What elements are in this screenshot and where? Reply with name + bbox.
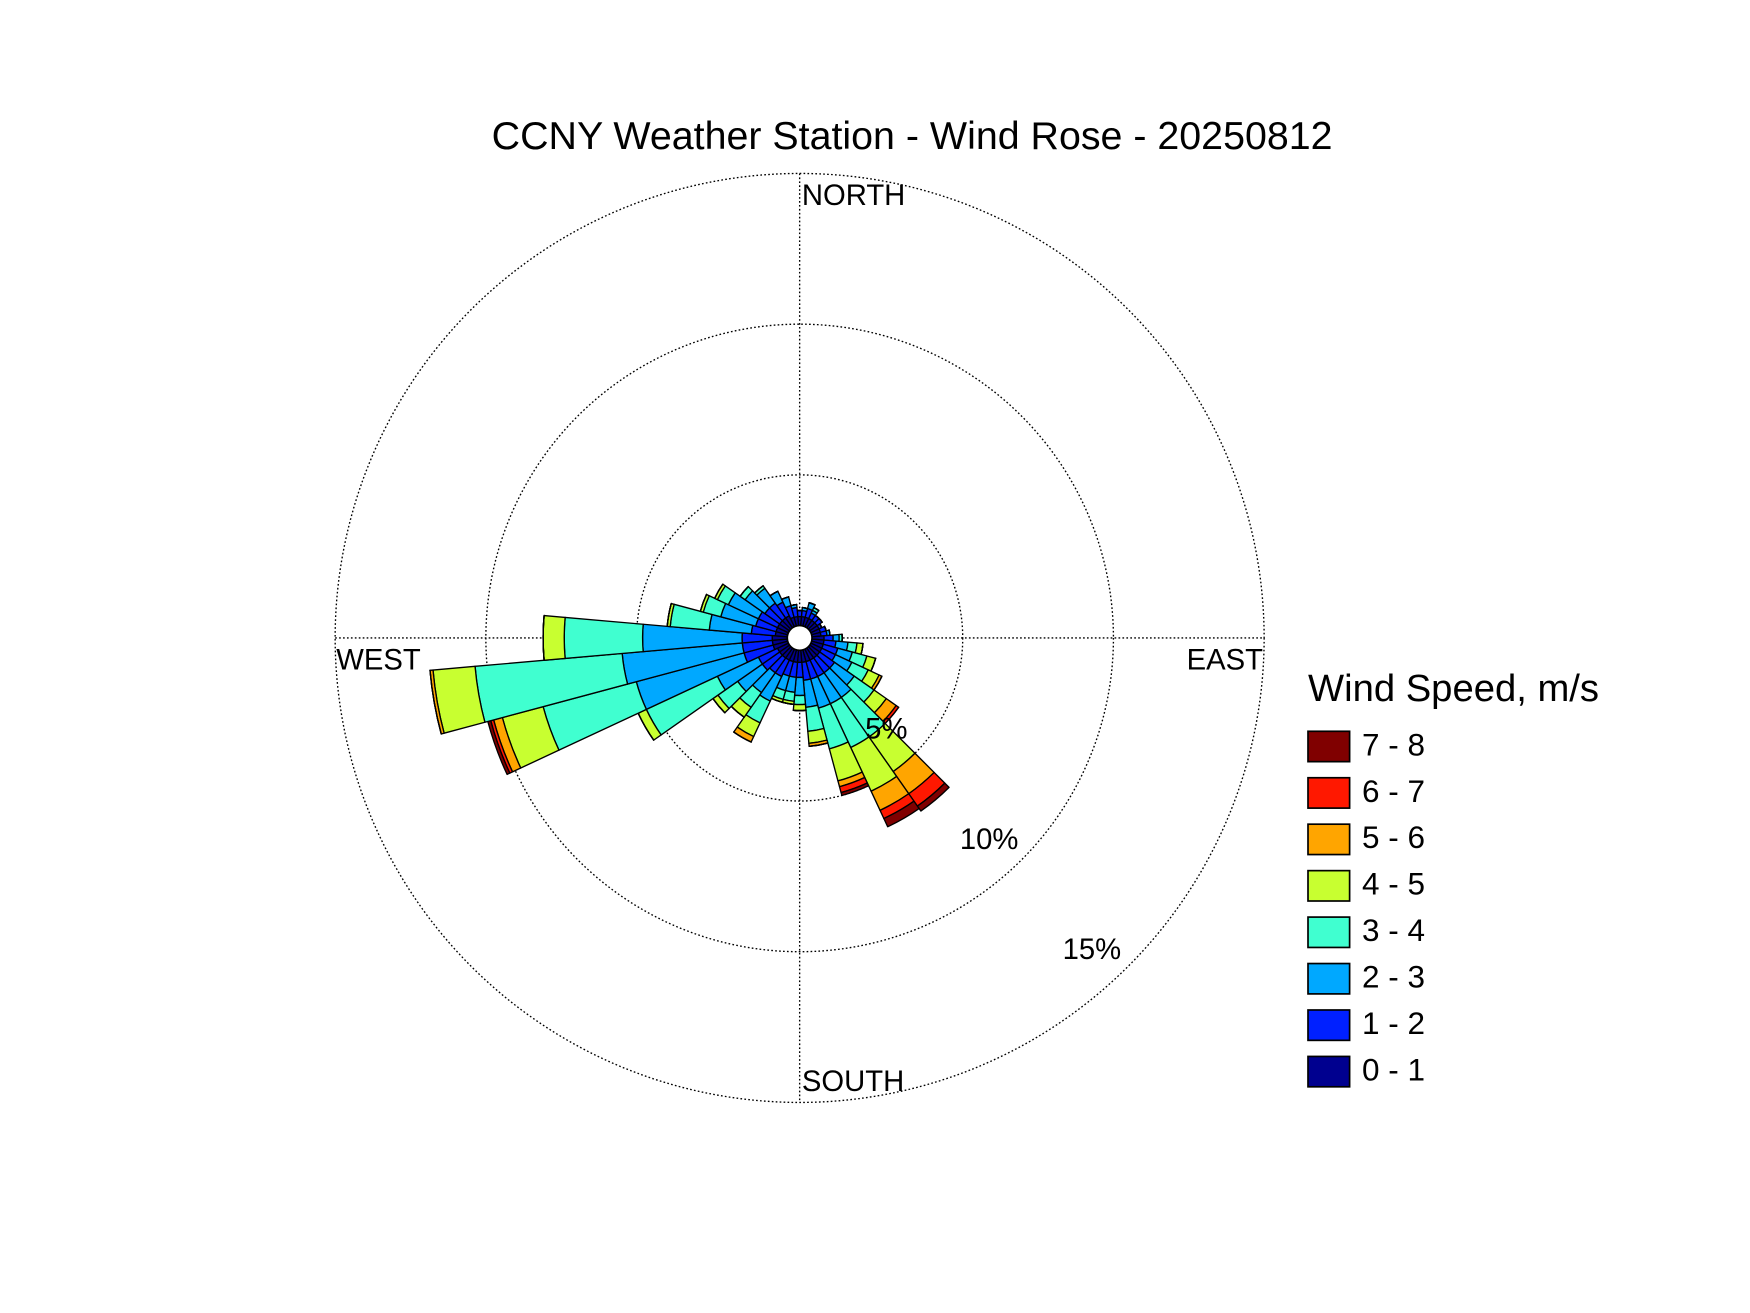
legend-swatch bbox=[1307, 916, 1351, 949]
wedge bbox=[542, 614, 545, 661]
wedge bbox=[793, 694, 807, 706]
legend-title: Wind Speed, m/s bbox=[1308, 667, 1599, 710]
wedge bbox=[733, 731, 752, 743]
legend-swatch bbox=[1307, 1055, 1351, 1088]
labels: 5% 10% 15% NORTH SOUTH WEST EAST bbox=[336, 180, 1263, 1098]
wedge bbox=[792, 703, 807, 712]
chart-title: CCNY Weather Station - Wind Rose - 20250… bbox=[492, 114, 1333, 158]
wedge bbox=[753, 585, 764, 594]
legend-label: 3 - 4 bbox=[1362, 912, 1425, 948]
grid-ring bbox=[334, 172, 1265, 1104]
legend-label: 7 - 8 bbox=[1362, 726, 1425, 762]
wedge bbox=[840, 782, 870, 797]
legend-swatch bbox=[1307, 1009, 1351, 1042]
wedge bbox=[813, 606, 820, 612]
wedge bbox=[808, 602, 816, 606]
ring-label: 5% bbox=[865, 714, 907, 746]
legend-swatch bbox=[1307, 776, 1351, 809]
legend-swatch bbox=[1307, 730, 1351, 763]
wedge bbox=[808, 742, 829, 748]
north-label: NORTH bbox=[802, 180, 905, 212]
wedge bbox=[769, 590, 779, 597]
east-label: EAST bbox=[1187, 644, 1263, 676]
wedge bbox=[699, 593, 708, 613]
legend-swatch bbox=[1307, 823, 1351, 856]
wedge bbox=[666, 602, 672, 628]
wedge bbox=[781, 596, 790, 601]
south-label: SOUTH bbox=[802, 1066, 904, 1098]
legend-swatch bbox=[1307, 962, 1351, 995]
legend-label: 0 - 1 bbox=[1362, 1051, 1425, 1087]
wedge bbox=[916, 782, 950, 812]
legend-swatch bbox=[1307, 869, 1351, 902]
legend-label: 6 - 7 bbox=[1362, 773, 1425, 809]
legend: 0 - 1 1 - 2 2 - 3 3 - 4 4 - 5 5 - 6 6 - 7 7 - 8 bbox=[1307, 726, 1425, 1088]
wedges bbox=[429, 583, 950, 828]
wedge bbox=[790, 603, 798, 607]
west-label: WEST bbox=[336, 644, 421, 676]
legend-label: 1 - 2 bbox=[1362, 1005, 1425, 1041]
legend-label: 4 - 5 bbox=[1362, 866, 1425, 902]
wedge bbox=[818, 617, 823, 623]
center-hole bbox=[786, 624, 813, 652]
legend-label: 2 - 3 bbox=[1362, 959, 1425, 995]
ring-label: 15% bbox=[1063, 934, 1122, 966]
wedge bbox=[883, 800, 920, 828]
wedge bbox=[563, 616, 644, 660]
wedge bbox=[714, 583, 724, 599]
ring-label: 10% bbox=[960, 824, 1019, 856]
wedge bbox=[739, 585, 749, 597]
wedge bbox=[542, 614, 566, 661]
legend-label: 5 - 6 bbox=[1362, 819, 1425, 855]
wedge bbox=[429, 669, 442, 735]
